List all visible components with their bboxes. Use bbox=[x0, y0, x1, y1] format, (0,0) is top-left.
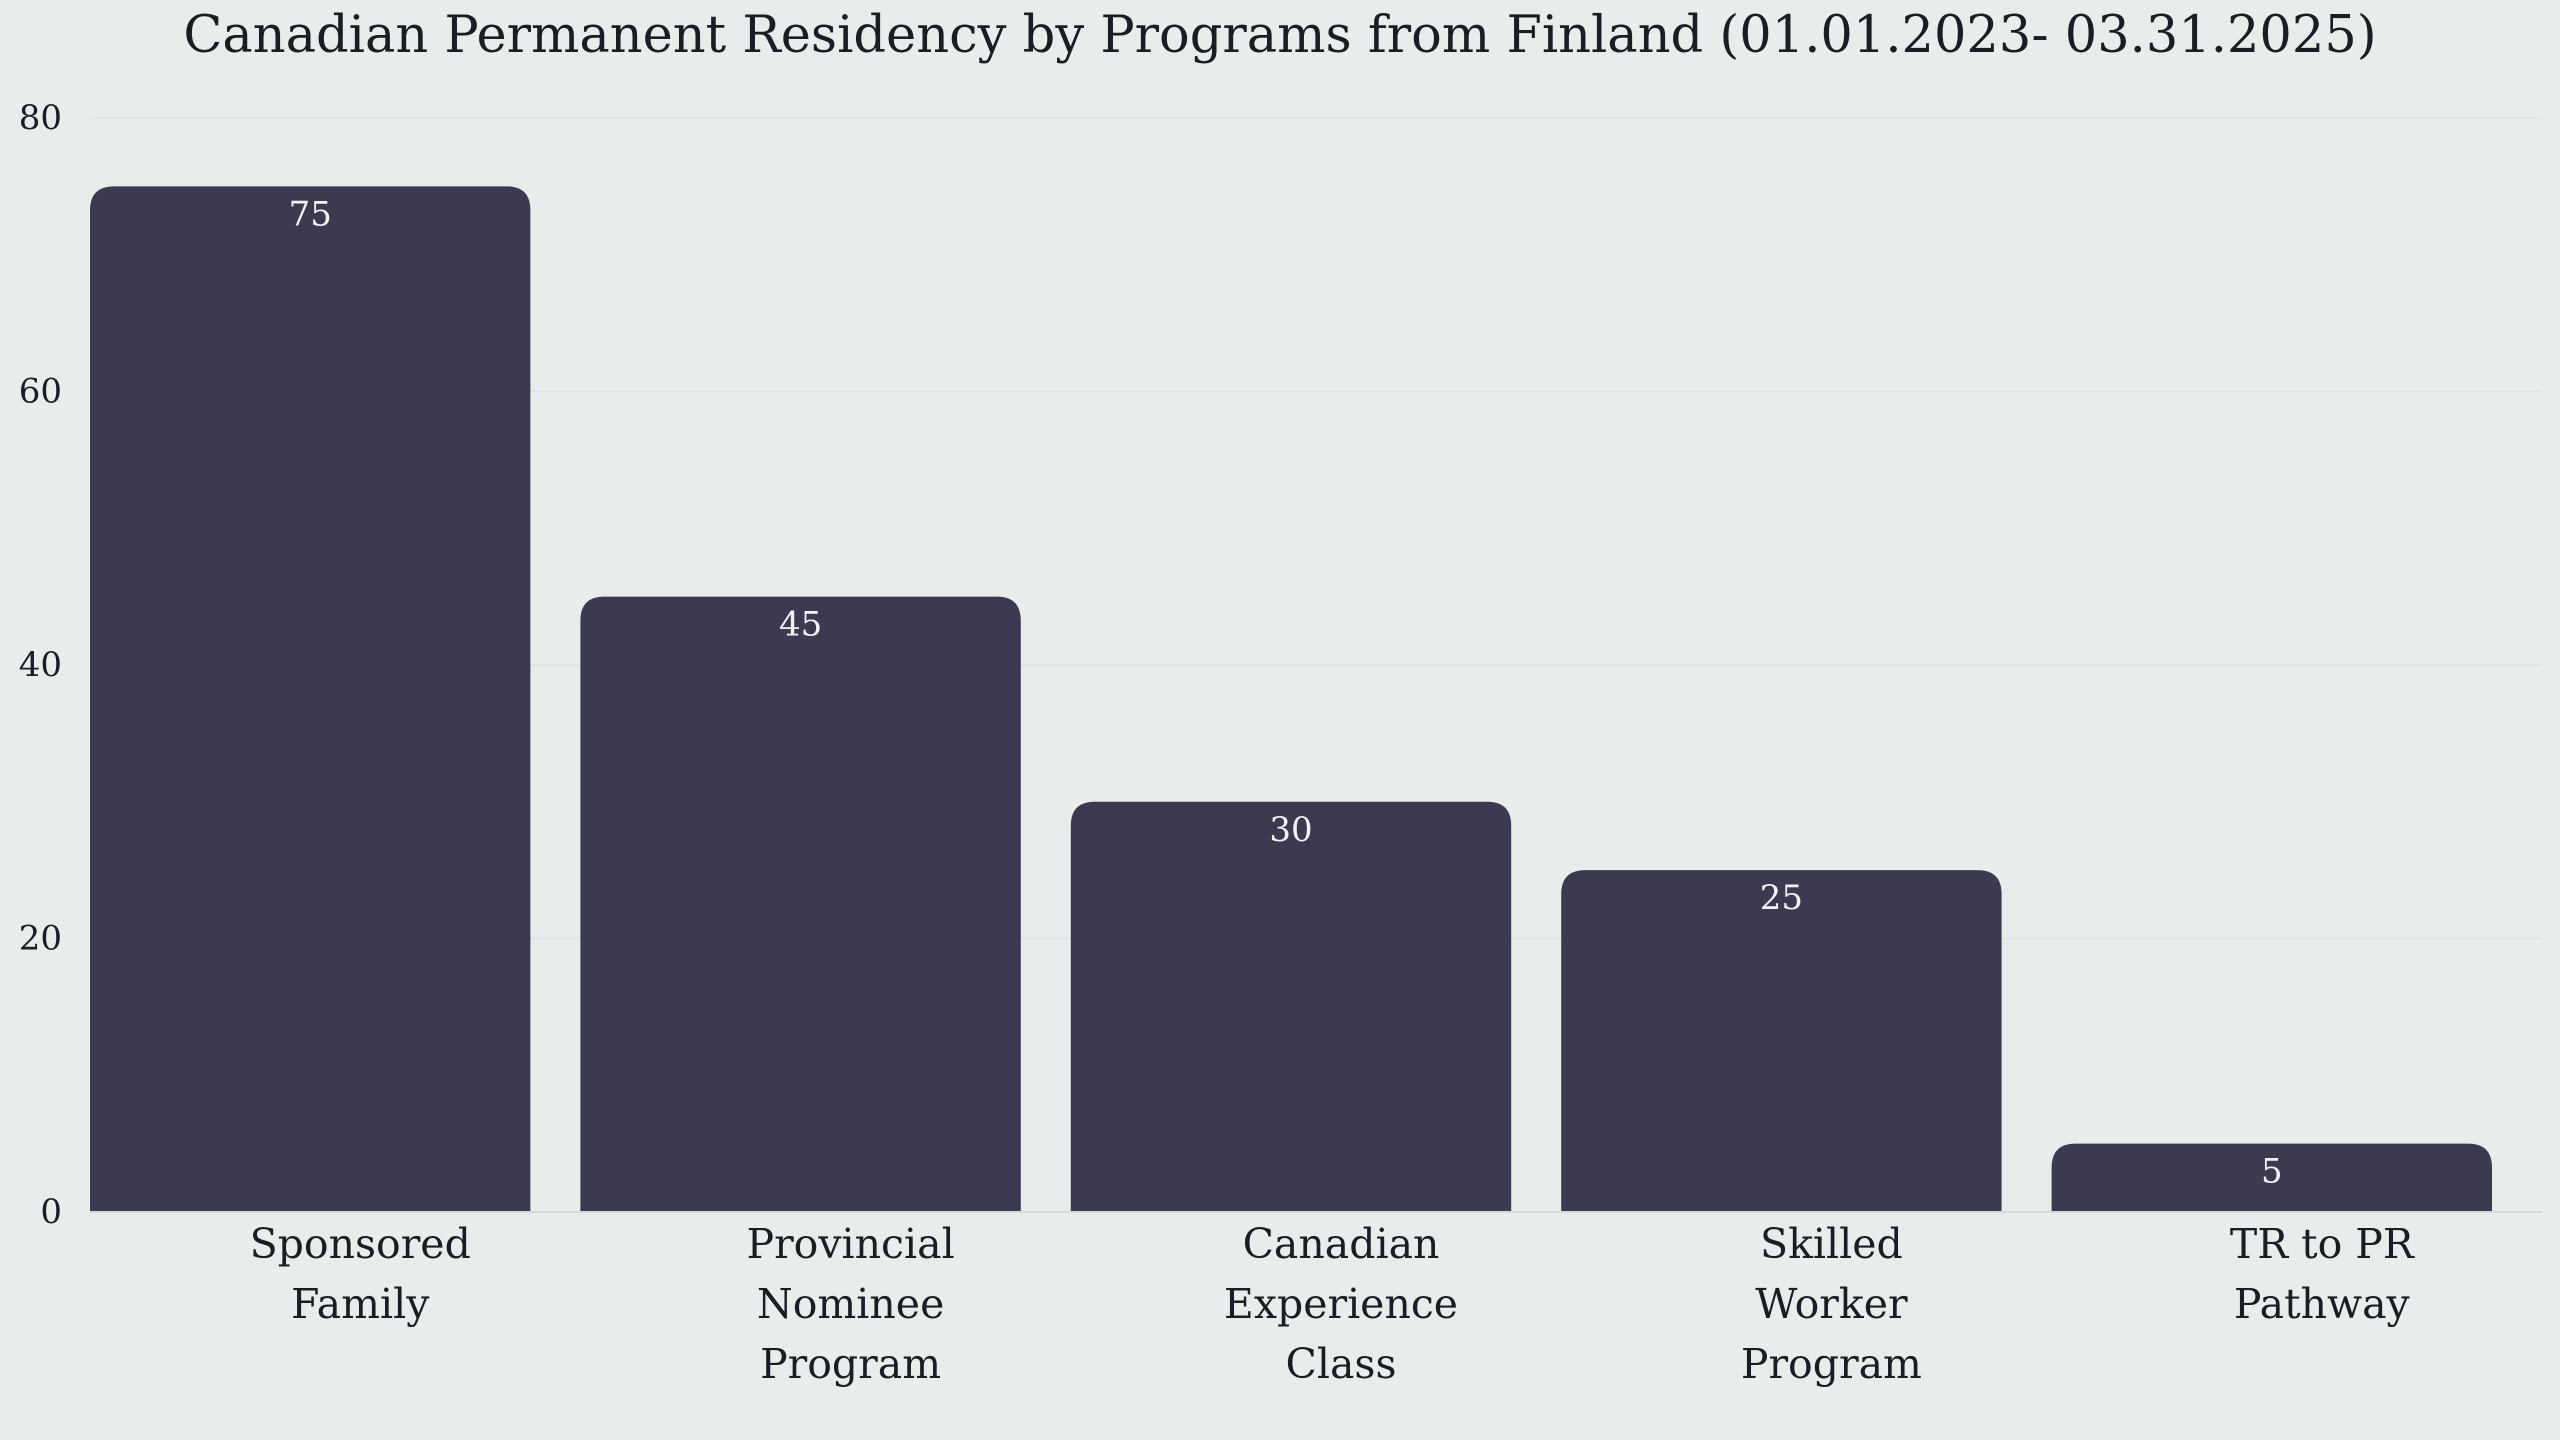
chart-title: Canadian Permanent Residency by Programs… bbox=[183, 6, 2377, 65]
x-category-label-4: Skilled Worker Program bbox=[1741, 1220, 1922, 1388]
bar-1 bbox=[90, 186, 531, 1212]
data-label-2: 45 bbox=[779, 605, 822, 645]
y-axis-ticks: 0 20 40 60 80 bbox=[19, 98, 62, 1232]
x-category-label-3: Canadian Experience Class bbox=[1224, 1220, 1458, 1388]
bar-4 bbox=[1561, 870, 2002, 1212]
data-label-3: 30 bbox=[1269, 810, 1312, 850]
y-tick-label-20: 20 bbox=[19, 919, 62, 959]
y-tick-label-60: 60 bbox=[19, 372, 62, 412]
x-category-label-2: Provincial Nominee Program bbox=[747, 1220, 955, 1388]
bar-3 bbox=[1070, 801, 1512, 1212]
x-category-label-1: Sponsored Family bbox=[250, 1220, 471, 1328]
y-tick-label-0: 0 bbox=[40, 1192, 62, 1232]
x-category-label-5: TR to PR Pathway bbox=[2230, 1220, 2415, 1328]
y-tick-label-80: 80 bbox=[19, 98, 62, 138]
data-label-5: 5 bbox=[2261, 1152, 2283, 1192]
y-tick-label-40: 40 bbox=[19, 645, 62, 685]
data-label-4: 25 bbox=[1760, 878, 1803, 918]
x-axis-categories: Sponsored Family Provincial Nominee Program C… bbox=[250, 1220, 2415, 1388]
bar-5 bbox=[2051, 1143, 2492, 1212]
data-label-1: 75 bbox=[289, 194, 332, 234]
bar-2 bbox=[580, 596, 1021, 1212]
bars bbox=[90, 186, 2492, 1212]
data-labels: 75 45 30 25 5 bbox=[289, 194, 2283, 1191]
